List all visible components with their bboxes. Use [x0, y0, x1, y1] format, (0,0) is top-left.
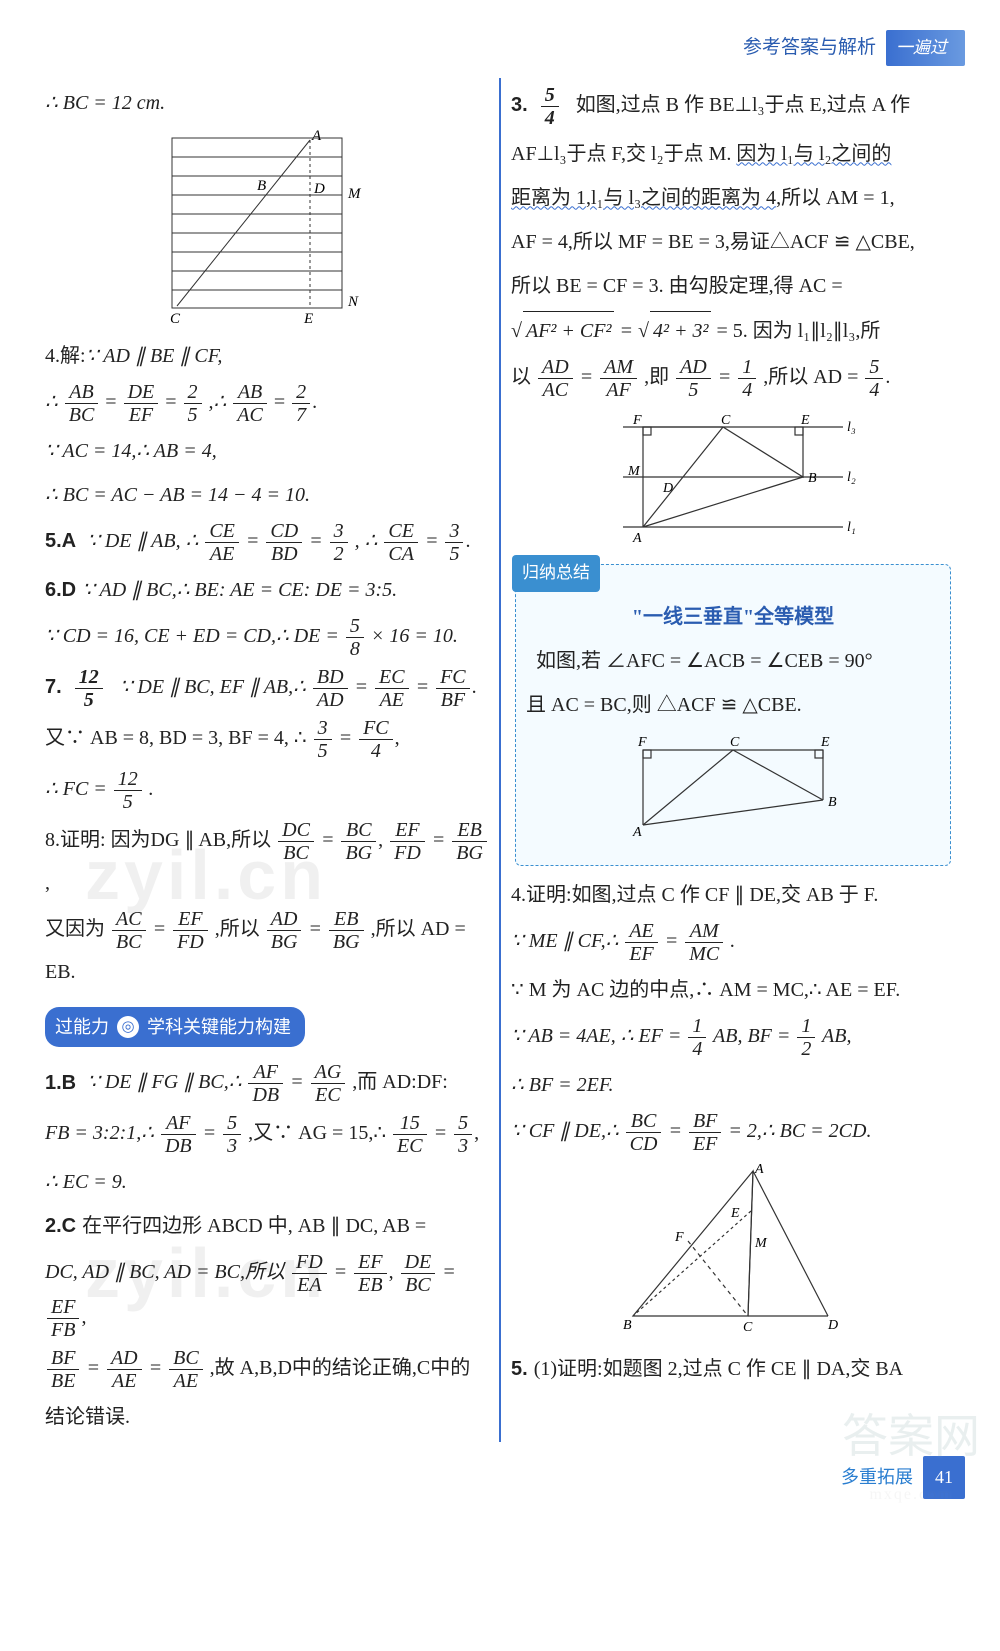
- svg-text:A: A: [754, 1162, 764, 1177]
- footer: 多重拓展 41: [35, 1456, 965, 1498]
- svg-text:B: B: [257, 178, 266, 194]
- p1c: ∴ EC = 9.: [45, 1163, 489, 1201]
- svg-text:E: E: [820, 735, 830, 750]
- svg-text:A: A: [632, 825, 642, 840]
- svg-text:A: A: [632, 531, 642, 546]
- svg-text:A: A: [311, 128, 322, 144]
- content-columns: ∴ BC = 12 cm. A B D M: [35, 78, 965, 1442]
- left-line-0: ∴ BC = 12 cm.: [45, 84, 489, 122]
- pill-left: 过能力: [55, 1010, 109, 1044]
- q8b: 又因为 ACBC = EFFD ,所以 ADBG = EBBG ,所以 AD =…: [45, 908, 489, 991]
- svg-text:l₃: l₃: [847, 420, 856, 435]
- p2b: DC, AD ∥ BC, AD = BC,所以 FDEA = EFEB, DEB…: [45, 1251, 489, 1341]
- svg-text:F: F: [674, 1230, 684, 1245]
- svg-text:l₂: l₂: [847, 470, 856, 485]
- svg-text:F: F: [637, 735, 647, 750]
- svg-text:C: C: [730, 735, 740, 750]
- left-column: ∴ BC = 12 cm. A B D M: [35, 78, 501, 1442]
- r3-b: AF⊥l₃于点 F,交 l₂于点 M. 因为 l₁与 l₂之间的: [511, 135, 955, 173]
- q6a: 6.D∵ AD ∥ BC,∴ BE: AE = CE: DE = 3:5.: [45, 571, 489, 609]
- svg-text:B: B: [808, 471, 817, 486]
- q5: 5.A ∵ DE ∥ AB, ∴ CEAE = CDBD = 32 , ∴ CE…: [45, 520, 489, 565]
- q7b: 又∵ AB = 8, BD = 3, BF = 4, ∴ 35 = FC4,: [45, 717, 489, 762]
- summary-l1: 如图,若 ∠AFC = ∠ACB = ∠CEB = 90°: [526, 642, 940, 680]
- q8a: 8.证明: 因为DG ∥ AB,所以 DCBC = BCBG, EFFD = E…: [45, 819, 489, 902]
- summary-box: 归纳总结 "一线三垂直"全等模型 如图,若 ∠AFC = ∠ACB = ∠CEB…: [515, 564, 951, 865]
- fig-summary: F C E A B: [526, 730, 940, 853]
- svg-text:l₁: l₁: [847, 520, 856, 535]
- summary-title: "一线三垂直"全等模型: [526, 598, 940, 636]
- summary-tag: 归纳总结: [512, 555, 600, 591]
- svg-text:D: D: [662, 481, 673, 496]
- svg-text:B: B: [828, 795, 837, 810]
- svg-text:C: C: [170, 311, 181, 327]
- r3-e: 所以 BE = CF = 3. 由勾股定理,得 AC =: [511, 267, 955, 305]
- svg-text:M: M: [627, 464, 641, 479]
- fig-r4: A E F M B C D: [511, 1161, 955, 1344]
- fig-r3: F C E M D B A l₃ l₂ l₁: [511, 407, 955, 550]
- svg-text:M: M: [347, 186, 362, 202]
- target-icon: ◎: [117, 1016, 139, 1038]
- svg-text:M: M: [754, 1236, 768, 1251]
- header-badge: 一遍过: [886, 30, 965, 66]
- p2c: BFBE = ADAE = BCAE ,故 A,B,D中的结论正确,C中的: [45, 1347, 489, 1392]
- svg-text:F: F: [632, 413, 642, 428]
- svg-text:D: D: [827, 1318, 838, 1333]
- p2a: 2.C在平行四边形 ABCD 中, AB ∥ DC, AB =: [45, 1207, 489, 1245]
- q4-line-b: ∴ ABBC = DEEF = 25 ,∴ ABAC = 27.: [45, 381, 489, 426]
- q4-head: 4.解:∵ AD ∥ BE ∥ CF,: [45, 337, 489, 375]
- svg-text:C: C: [721, 413, 731, 428]
- q6b: ∵ CD = 16, CE + ED = CD,∴ DE = 58 × 16 =…: [45, 615, 489, 660]
- summary-l2: 且 AC = BC,则 △ACF ≌ △CBE.: [526, 686, 940, 724]
- p1b: FB = 3:2:1,∴ AFDB = 53 ,又∵ AG = 15,∴ 15E…: [45, 1112, 489, 1157]
- svg-text:E: E: [730, 1206, 740, 1221]
- q4-d: ∴ BC = AC − AB = 14 − 4 = 10.: [45, 476, 489, 514]
- header: 参考答案与解析 一遍过: [35, 30, 965, 66]
- r3-d: AF = 4,所以 MF = BE = 3,易证△ACF ≌ △CBE,: [511, 223, 955, 261]
- section-pill: 过能力 ◎ 学科关键能力构建: [45, 1007, 305, 1047]
- q4-c: ∵ AC = 14,∴ AB = 4,: [45, 432, 489, 470]
- svg-text:D: D: [313, 181, 325, 197]
- r3-b3: 距离为 1,l₁与 l₃之间的距离为 4,所以 AM = 1,: [511, 179, 955, 217]
- svg-text:C: C: [743, 1320, 753, 1335]
- r4-b: ∵ ME ∥ CF,∴ AEEF = AMMC .: [511, 920, 955, 965]
- pill-right: 学科关键能力构建: [147, 1010, 291, 1044]
- fig-parallel-lines: A B D M C E N: [45, 128, 489, 331]
- r3-head: 3. 54 如图,过点 B 作 BE⊥l₃于点 E,过点 A 作: [511, 84, 955, 129]
- r4-head: 4.证明:如图,过点 C 作 CF ∥ DE,交 AB 于 F.: [511, 876, 955, 914]
- svg-text:N: N: [347, 294, 359, 310]
- header-title: 参考答案与解析: [743, 30, 886, 66]
- svg-text:E: E: [303, 311, 313, 327]
- r4-c: ∵ M 为 AC 边的中点,∴ AM = MC,∴ AE = EF.: [511, 971, 955, 1009]
- q7c: ∴ FC = 125 .: [45, 768, 489, 813]
- svg-text:E: E: [800, 413, 810, 428]
- r4-f: ∵ CF ∥ DE,∴ BCCD = BFEF = 2,∴ BC = 2CD.: [511, 1110, 955, 1155]
- r4-d: ∵ AB = 4AE, ∴ EF = 14 AB, BF = 12 AB,: [511, 1015, 955, 1060]
- p2d: 结论错误.: [45, 1398, 489, 1436]
- brand-watermark: 答案网 mxqe.com: [842, 1393, 980, 1511]
- r3-f: √AF² + CF² = √4² + 3² = 5. 因为 l₁∥l₂∥l₃,所: [511, 311, 955, 350]
- r4-e: ∴ BF = 2EF.: [511, 1066, 955, 1104]
- r5: 5.(1)证明:如题图 2,过点 C 作 CE ∥ DA,交 BA: [511, 1350, 955, 1388]
- r3-g: 以 ADAC = AMAF ,即 AD5 = 14 ,所以 AD = 54.: [511, 356, 955, 401]
- q7a: 7. 125 ∵ DE ∥ BC, EF ∥ AB,∴ BDAD = ECAE …: [45, 666, 489, 711]
- p1a: 1.B ∵ DE ∥ FG ∥ BC,∴ AFDB = AGEC ,而 AD:D…: [45, 1061, 489, 1106]
- svg-text:B: B: [623, 1318, 632, 1333]
- right-column: 3. 54 如图,过点 B 作 BE⊥l₃于点 E,过点 A 作 AF⊥l₃于点…: [501, 78, 965, 1442]
